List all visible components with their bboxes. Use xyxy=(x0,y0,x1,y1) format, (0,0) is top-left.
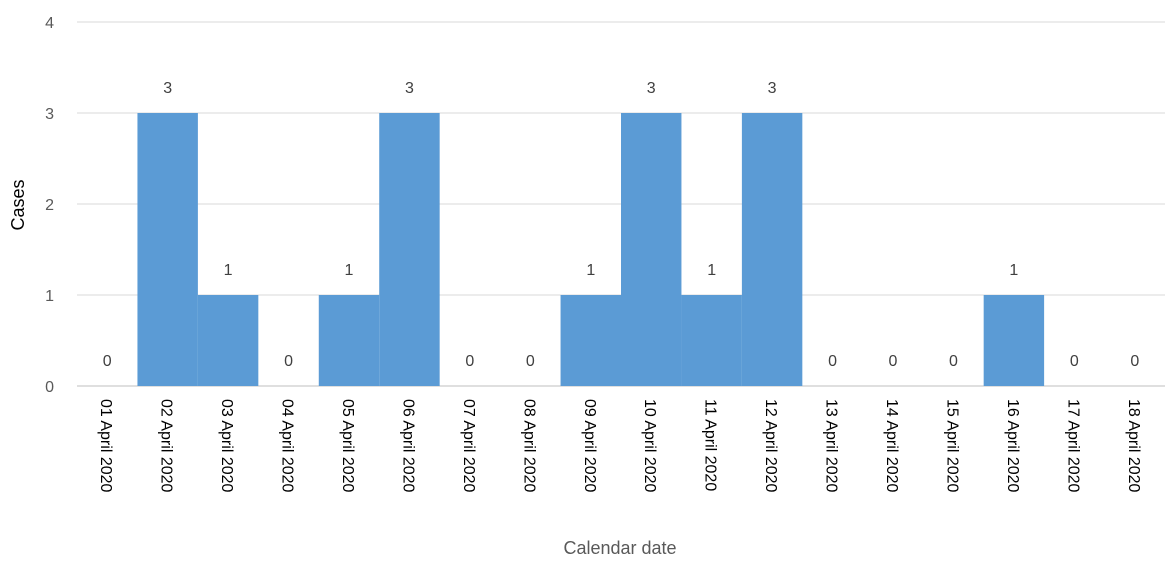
x-tick-label: 11 April 2020 xyxy=(702,399,719,491)
x-tick-label: 01 April 2020 xyxy=(97,399,114,493)
y-tick-label: 0 xyxy=(45,379,54,396)
x-tick-label: 13 April 2020 xyxy=(823,399,840,493)
x-tick-label: 14 April 2020 xyxy=(883,399,900,493)
data-label: 0 xyxy=(1130,353,1139,370)
data-label: 0 xyxy=(526,353,535,370)
y-axis-title: Cases xyxy=(8,179,28,230)
x-tick-label: 10 April 2020 xyxy=(641,399,658,493)
data-label: 0 xyxy=(284,353,293,370)
y-tick-label: 1 xyxy=(45,288,54,305)
x-tick-label: 05 April 2020 xyxy=(339,399,356,493)
x-tick-label: 17 April 2020 xyxy=(1064,399,1081,493)
y-tick-label: 4 xyxy=(45,15,54,32)
data-label: 1 xyxy=(224,262,233,279)
data-label: 3 xyxy=(647,80,656,97)
x-tick-label: 04 April 2020 xyxy=(279,399,296,493)
x-tick-label: 12 April 2020 xyxy=(762,399,779,493)
y-tick-label: 2 xyxy=(45,197,54,214)
data-label: 0 xyxy=(465,353,474,370)
x-tick-label: 18 April 2020 xyxy=(1125,399,1142,493)
bar xyxy=(681,295,742,386)
x-tick-label: 09 April 2020 xyxy=(581,399,598,493)
bar xyxy=(197,295,259,386)
data-label: 1 xyxy=(707,262,716,279)
data-label: 1 xyxy=(345,262,354,279)
bar xyxy=(741,113,803,386)
data-label: 1 xyxy=(1009,262,1018,279)
x-tick-label: 03 April 2020 xyxy=(218,399,235,493)
bar xyxy=(560,295,621,386)
y-tick-labels: 0 1 2 3 4 xyxy=(45,15,54,396)
x-tick-label: 08 April 2020 xyxy=(520,399,537,493)
x-tick-label: 16 April 2020 xyxy=(1004,399,1021,493)
bar xyxy=(621,113,682,386)
x-tick-label: 06 April 2020 xyxy=(399,399,416,493)
data-label: 0 xyxy=(1070,353,1079,370)
data-label: 0 xyxy=(889,353,898,370)
bar xyxy=(137,113,198,386)
data-label: 0 xyxy=(949,353,958,370)
bar xyxy=(379,113,440,386)
data-label: 0 xyxy=(103,353,112,370)
bar xyxy=(983,295,1045,386)
data-labels: 0 3 1 0 1 3 0 0 1 3 1 3 0 0 0 1 0 0 xyxy=(103,80,1140,370)
x-tick-label: 15 April 2020 xyxy=(943,399,960,493)
bar xyxy=(318,295,380,386)
x-tick-label: 02 April 2020 xyxy=(158,399,175,493)
data-label: 0 xyxy=(828,353,837,370)
data-label: 3 xyxy=(405,80,414,97)
y-tick-label: 3 xyxy=(45,106,54,123)
x-tick-label: 07 April 2020 xyxy=(460,399,477,493)
data-label: 3 xyxy=(768,80,777,97)
x-axis-title: Calendar date xyxy=(563,538,676,558)
data-label: 1 xyxy=(586,262,595,279)
bars xyxy=(137,113,1045,386)
data-label: 3 xyxy=(163,80,172,97)
x-tick-labels: 01 April 2020 02 April 2020 03 April 2020 0… xyxy=(97,399,1142,493)
